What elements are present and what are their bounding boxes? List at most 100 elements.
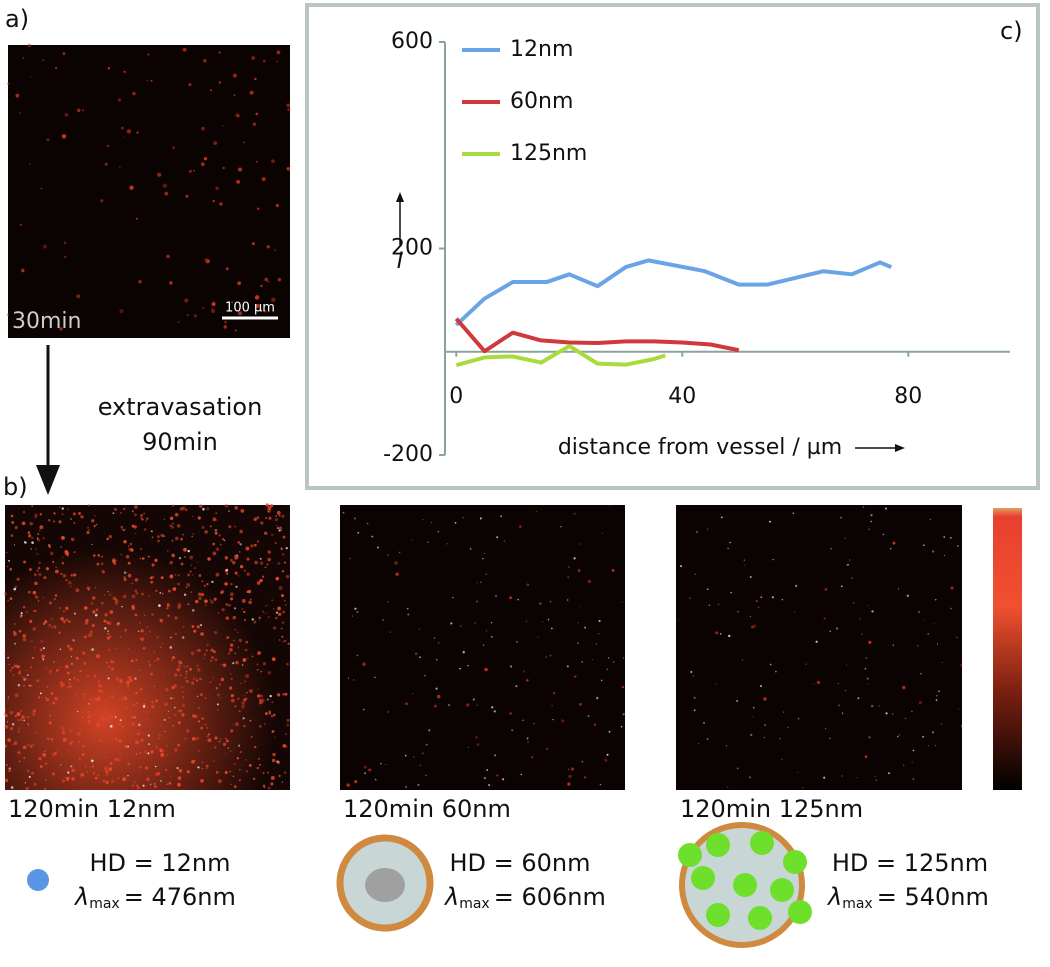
speckle: [368, 768, 372, 772]
speckle: [13, 741, 18, 745]
speckle: [749, 575, 752, 579]
speckle: [892, 713, 894, 715]
speckle: [353, 517, 356, 520]
speckle: [257, 688, 259, 690]
speckle: [28, 775, 31, 778]
sub: max: [842, 896, 873, 912]
speckle: [107, 621, 112, 626]
speckle: [189, 555, 194, 560]
lambda: λ: [826, 883, 842, 911]
speckle: [8, 663, 10, 666]
speckle: [51, 772, 56, 776]
speckle: [281, 635, 284, 638]
speckle: [351, 615, 353, 617]
speckle: [271, 758, 276, 763]
speckle: [120, 553, 123, 556]
speckle: [201, 717, 204, 720]
speckle: [61, 134, 67, 139]
speckle: [182, 625, 185, 628]
speckle: [66, 671, 70, 675]
speckle: [44, 620, 48, 624]
speckle: [73, 677, 76, 680]
speckle: [493, 710, 496, 713]
speckle: [587, 715, 590, 718]
speckle: [546, 747, 549, 750]
speckle: [264, 723, 266, 725]
speckle: [918, 611, 920, 613]
speckle: [357, 532, 360, 534]
speckle: [139, 766, 142, 769]
speckle: [226, 572, 229, 575]
speckle: [238, 710, 241, 713]
speckle: [49, 546, 51, 548]
speckle: [65, 618, 69, 622]
speckle: [222, 663, 227, 667]
speckle: [177, 782, 181, 787]
speckle: [500, 515, 502, 518]
speckle: [123, 576, 126, 579]
speckle: [130, 715, 134, 719]
speckle: [840, 585, 843, 588]
speckle: [214, 746, 217, 749]
speckle: [238, 744, 241, 747]
speckle: [189, 570, 192, 573]
speckle: [16, 712, 21, 716]
speckle: [22, 745, 27, 750]
speckle: [277, 606, 281, 611]
speckle: [591, 659, 593, 660]
speckle: [266, 563, 269, 566]
speckle: [42, 658, 45, 661]
speckle: [124, 745, 128, 749]
speckle: [694, 573, 696, 576]
speckle: [180, 562, 184, 566]
speckle: [242, 658, 247, 662]
speckle: [237, 311, 243, 316]
legend-label: 125nm: [510, 141, 587, 166]
speckle: [224, 503, 229, 508]
speckle: [150, 580, 154, 584]
speckle: [956, 637, 958, 638]
speckle: [64, 776, 66, 779]
speckle: [276, 60, 279, 63]
speckle: [29, 744, 33, 748]
speckle: [212, 650, 216, 654]
speckle: [857, 697, 860, 700]
speckle: [779, 737, 781, 740]
speckle: [18, 669, 21, 672]
speckle: [23, 560, 26, 564]
speckle: [107, 632, 110, 635]
speckle: [118, 739, 122, 743]
speckle: [271, 701, 274, 703]
speckle: [254, 543, 257, 547]
speckle: [45, 697, 50, 702]
speckle: [105, 780, 109, 784]
speckle: [32, 743, 35, 746]
speckle: [282, 553, 285, 556]
speckle: [256, 581, 261, 585]
speckle: [229, 647, 233, 652]
speckle: [271, 730, 275, 733]
wavelength: = 540nm: [877, 883, 989, 911]
speckle: [142, 784, 145, 787]
speckle: [201, 126, 205, 131]
speckle: [191, 681, 195, 685]
speckle: [201, 767, 203, 770]
speckle: [14, 526, 18, 530]
speckle: [170, 697, 173, 700]
speckle: [207, 738, 212, 743]
speckle: [100, 717, 104, 721]
speckle: [601, 532, 603, 534]
speckle: [219, 738, 222, 740]
speckle: [238, 647, 239, 649]
speckle: [181, 506, 186, 510]
speckle: [419, 764, 421, 767]
speckle: [222, 538, 225, 541]
speckle: [121, 126, 124, 130]
speckle: [166, 603, 170, 607]
speckle: [74, 708, 77, 711]
speckle: [230, 558, 233, 562]
speckle: [763, 737, 765, 738]
speckle: [258, 616, 261, 619]
speckle: [349, 558, 351, 560]
speckle: [887, 772, 890, 775]
